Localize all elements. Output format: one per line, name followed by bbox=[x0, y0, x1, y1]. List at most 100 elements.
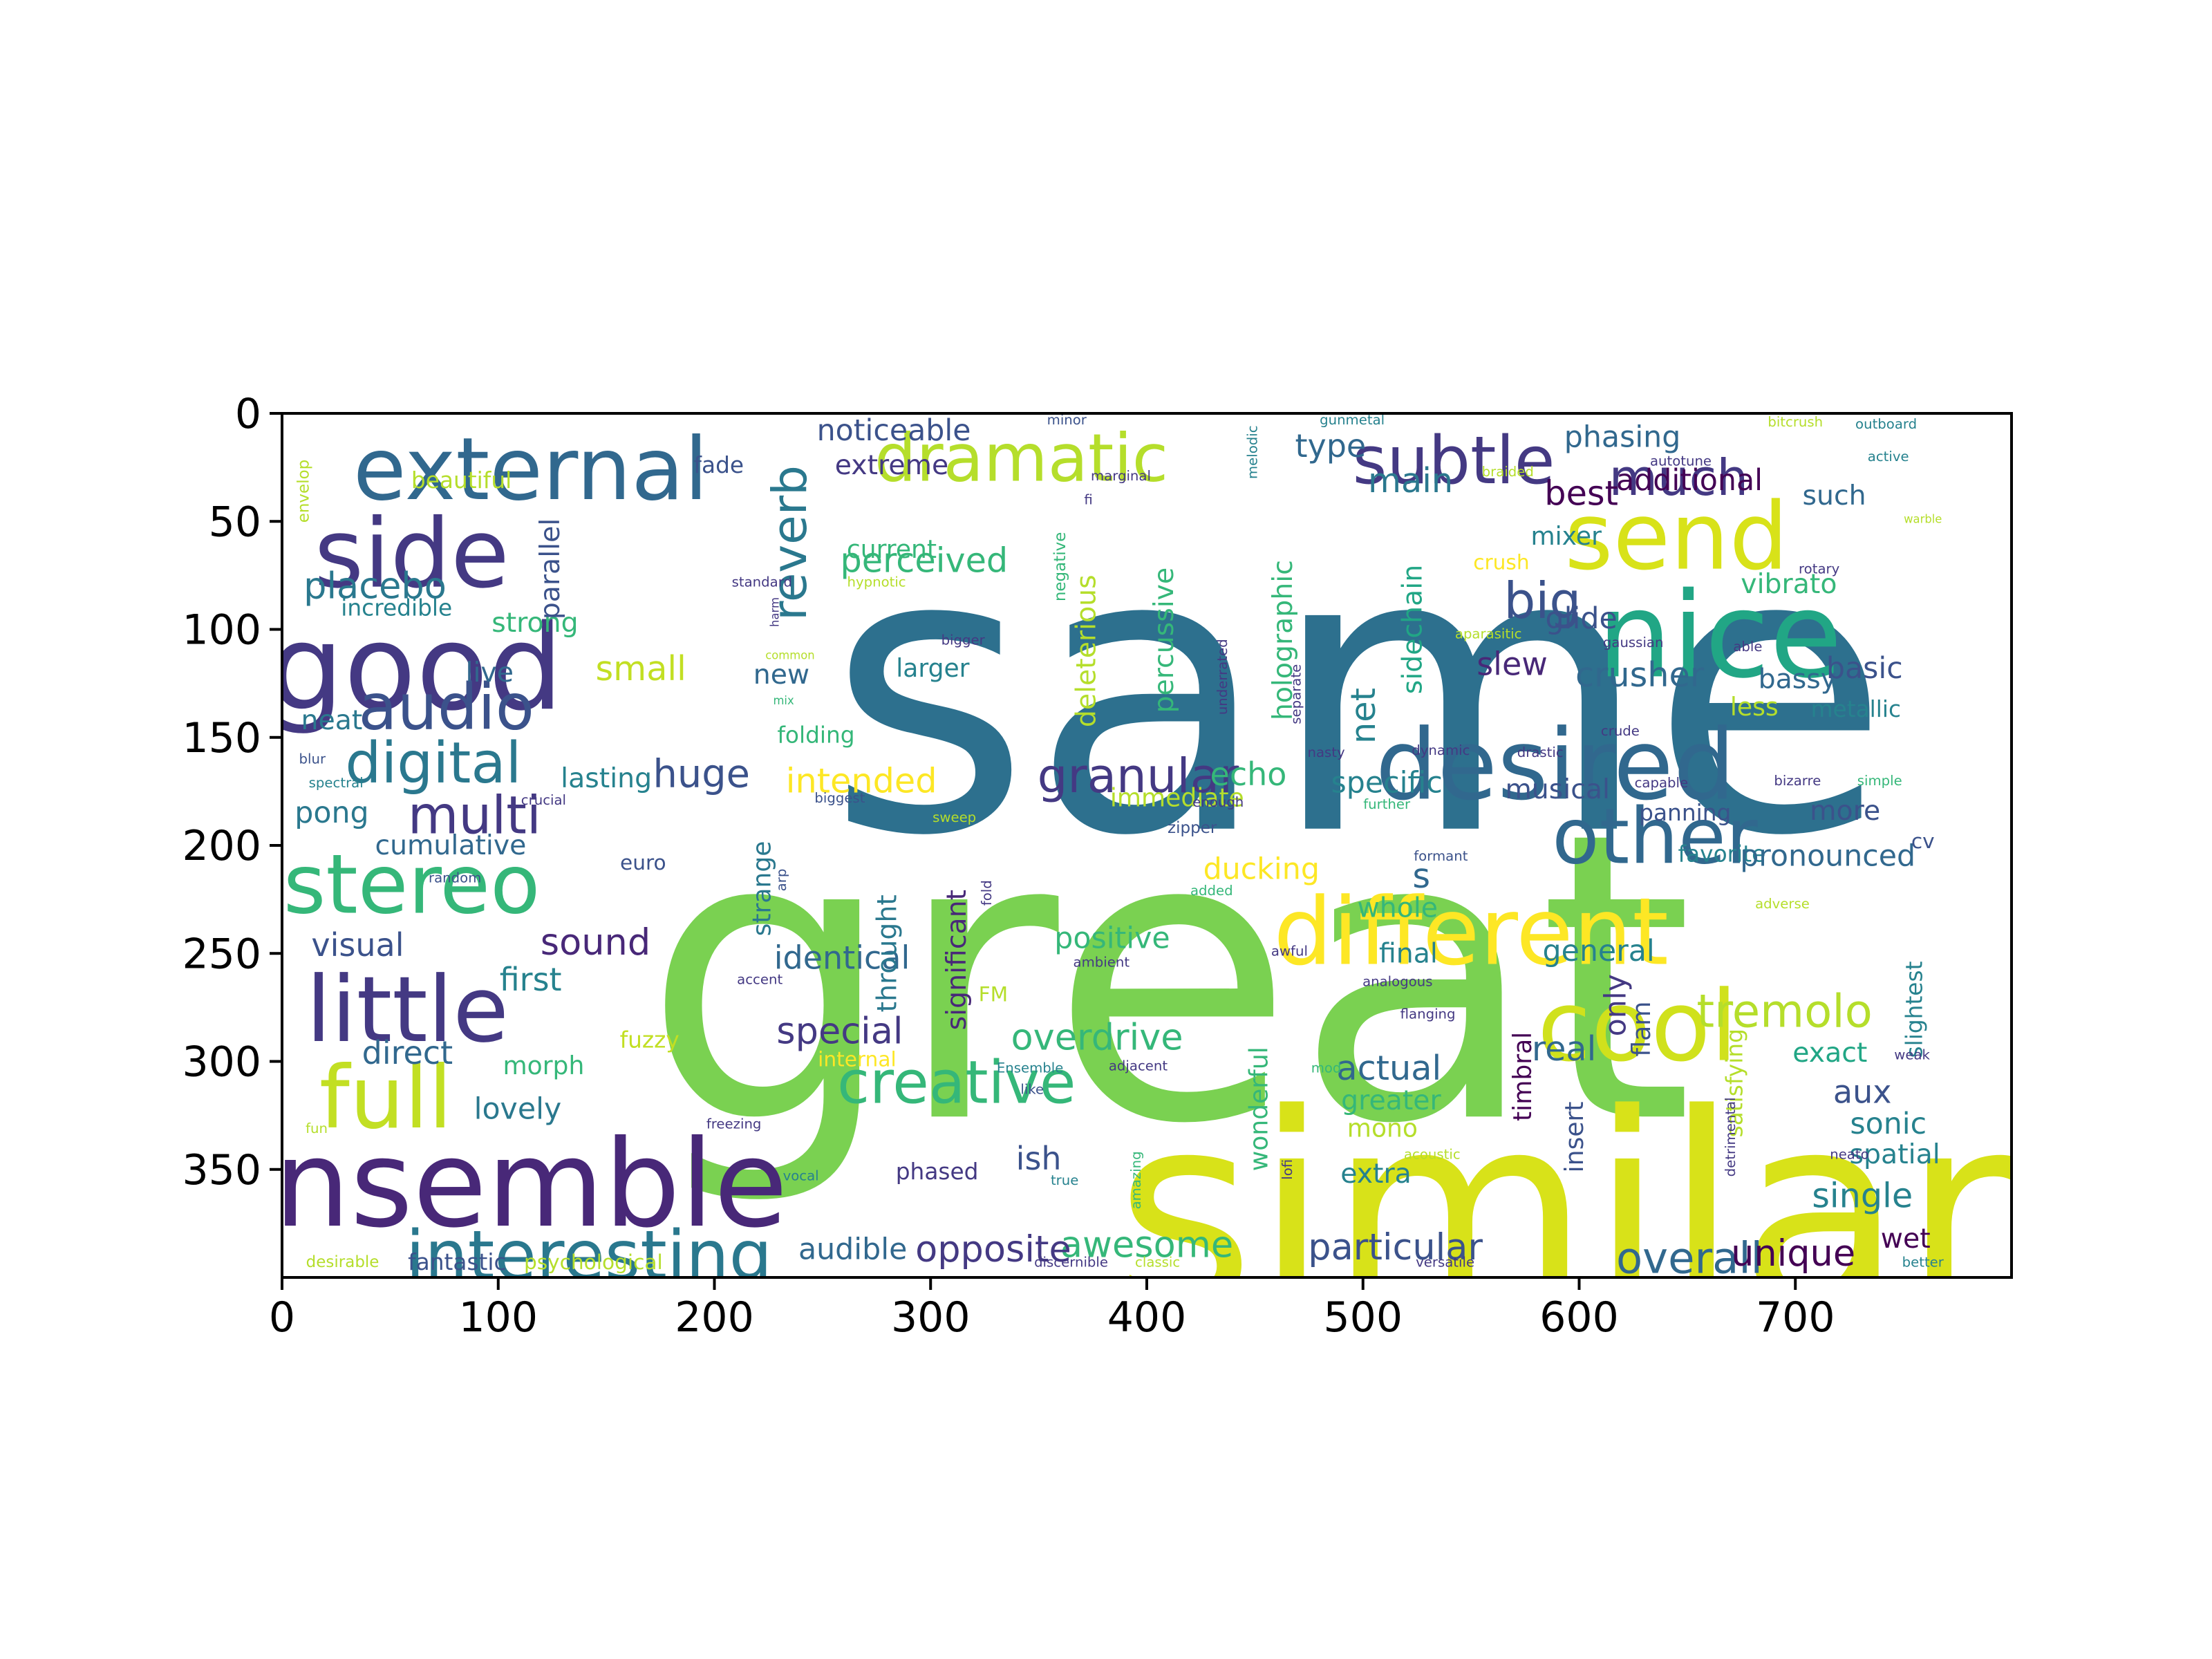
word-small: small bbox=[596, 648, 686, 688]
word-main: main bbox=[1368, 460, 1453, 500]
word-formant: formant bbox=[1414, 848, 1468, 864]
word-little: little bbox=[306, 957, 509, 1062]
word-mod: mod bbox=[1311, 1060, 1342, 1076]
word-zipper: zipper bbox=[1168, 819, 1217, 837]
word-deleterious: deleterious bbox=[1070, 574, 1102, 727]
word-tremolo: tremolo bbox=[1696, 986, 1872, 1038]
word-crucial: crucial bbox=[521, 792, 566, 808]
word-mix: mix bbox=[773, 694, 794, 707]
word-internal: internal bbox=[818, 1047, 897, 1071]
word-true: true bbox=[1051, 1172, 1078, 1188]
word-noticeable: noticeable bbox=[817, 413, 971, 448]
word-nasty: nasty bbox=[1307, 744, 1345, 760]
word-dramatic: dramatic bbox=[874, 421, 1168, 497]
word-intended: intended bbox=[786, 760, 937, 800]
word-percussive: percussive bbox=[1148, 568, 1180, 713]
word-psychological: psychological bbox=[524, 1250, 663, 1274]
word-slew: slew bbox=[1477, 646, 1548, 683]
word-significant: significant bbox=[941, 890, 973, 1030]
word-external: external bbox=[353, 420, 709, 520]
word-additional: additional bbox=[1616, 463, 1763, 498]
word-full: full bbox=[319, 1048, 452, 1148]
word-send: send bbox=[1564, 482, 1788, 591]
word-larger: larger bbox=[896, 654, 969, 683]
word-phasing: phasing bbox=[1564, 420, 1681, 454]
word-further: further bbox=[1363, 796, 1411, 812]
y-axis: 0 50 100 150 200 250 300 350 bbox=[182, 390, 282, 1194]
word-crush: crush bbox=[1473, 551, 1529, 574]
word-multi: multi bbox=[408, 785, 541, 845]
word-cumulative: cumulative bbox=[375, 830, 526, 861]
word-mixer: mixer bbox=[1531, 522, 1602, 551]
word-arp: arp bbox=[774, 869, 789, 892]
word-whole: whole bbox=[1358, 892, 1438, 924]
y-tick-label: 200 bbox=[182, 822, 261, 870]
word-acoustic: acoustic bbox=[1404, 1146, 1461, 1162]
word-ducking: ducking bbox=[1203, 852, 1320, 886]
word-fun: fun bbox=[306, 1121, 328, 1136]
word-fantastic: fantastic bbox=[408, 1249, 506, 1275]
word-granular: granular bbox=[1038, 749, 1239, 804]
word-folding: folding bbox=[777, 722, 854, 749]
word-melodic: melodic bbox=[1245, 425, 1261, 479]
word-parallel: parallel bbox=[534, 518, 566, 620]
word-final: final bbox=[1379, 937, 1438, 969]
word-vocal: vocal bbox=[783, 1168, 819, 1184]
word-holographic: holographic bbox=[1267, 560, 1299, 720]
word-perceived: perceived bbox=[841, 541, 1009, 581]
word-freezing: freezing bbox=[706, 1116, 762, 1132]
word-cv: cv bbox=[1911, 830, 1935, 853]
x-tick-label: 700 bbox=[1756, 1293, 1835, 1342]
word-crusher: crusher bbox=[1575, 655, 1705, 695]
word-bassy: bassy bbox=[1759, 663, 1837, 695]
word-extreme: extreme bbox=[835, 449, 948, 481]
word-single: single bbox=[1812, 1175, 1913, 1215]
word-similar: similar bbox=[1115, 1057, 2016, 1369]
word-added: added bbox=[1190, 883, 1233, 899]
word-wet: wet bbox=[1881, 1223, 1931, 1255]
word-aux: aux bbox=[1833, 1073, 1892, 1110]
word-amazing: amazing bbox=[1128, 1151, 1144, 1209]
word-morph: morph bbox=[503, 1051, 585, 1080]
word-stereo: stereo bbox=[283, 836, 541, 932]
word-favorite: favorite bbox=[1678, 841, 1766, 868]
word-euro: euro bbox=[620, 851, 666, 874]
word-warble: warble bbox=[1904, 513, 1942, 526]
word-rotary: rotary bbox=[1799, 561, 1840, 577]
word-common: common bbox=[765, 649, 814, 662]
word-reverb: reverb bbox=[762, 465, 818, 621]
word-capable: capable bbox=[1635, 775, 1689, 791]
word-subtle: subtle bbox=[1353, 423, 1555, 499]
x-tick-label: 600 bbox=[1539, 1293, 1619, 1342]
word-flanging: flanging bbox=[1400, 1006, 1456, 1022]
word-insert: insert bbox=[1560, 1101, 1589, 1172]
word-spatial: spatial bbox=[1850, 1138, 1940, 1170]
word-like: like bbox=[1020, 1082, 1044, 1098]
word-new: new bbox=[753, 659, 809, 691]
word-good: good bbox=[269, 599, 563, 737]
word-ambient: ambient bbox=[1074, 954, 1130, 970]
word-separate: separate bbox=[1288, 664, 1304, 724]
word-accent: accent bbox=[737, 971, 782, 987]
word-positive: positive bbox=[1054, 921, 1170, 955]
word-sweep: sweep bbox=[932, 809, 976, 825]
word-hypnotic: hypnotic bbox=[847, 574, 906, 590]
word-great: great bbox=[644, 748, 1694, 1210]
word-metallic: metallic bbox=[1811, 696, 1901, 722]
word-timbral: timbral bbox=[1508, 1032, 1537, 1121]
word-harm: harm bbox=[769, 597, 782, 627]
word-outboard: outboard bbox=[1855, 416, 1917, 432]
word-cool: cool bbox=[1537, 971, 1738, 1084]
y-tick-label: 250 bbox=[182, 930, 261, 978]
word-satisfying: satisfying bbox=[1722, 1029, 1748, 1137]
word-dynamic: dynamic bbox=[1412, 742, 1470, 758]
word-net: net bbox=[1343, 688, 1383, 744]
x-tick-label: 400 bbox=[1107, 1293, 1187, 1342]
word-classic: classic bbox=[1135, 1255, 1180, 1271]
word-able: able bbox=[1733, 639, 1762, 655]
word-active: active bbox=[1868, 449, 1909, 465]
word-vibrato: vibrato bbox=[1741, 568, 1837, 600]
